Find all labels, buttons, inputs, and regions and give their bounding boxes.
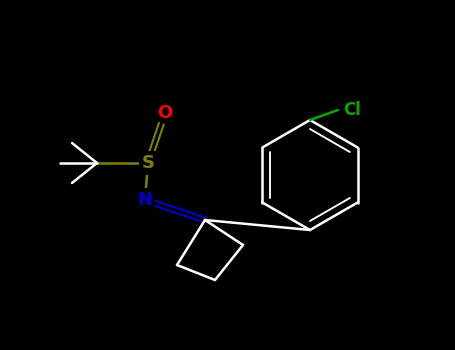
Text: O: O bbox=[157, 104, 172, 122]
Text: N: N bbox=[137, 191, 152, 209]
Text: S: S bbox=[142, 154, 155, 172]
Text: Cl: Cl bbox=[343, 101, 361, 119]
